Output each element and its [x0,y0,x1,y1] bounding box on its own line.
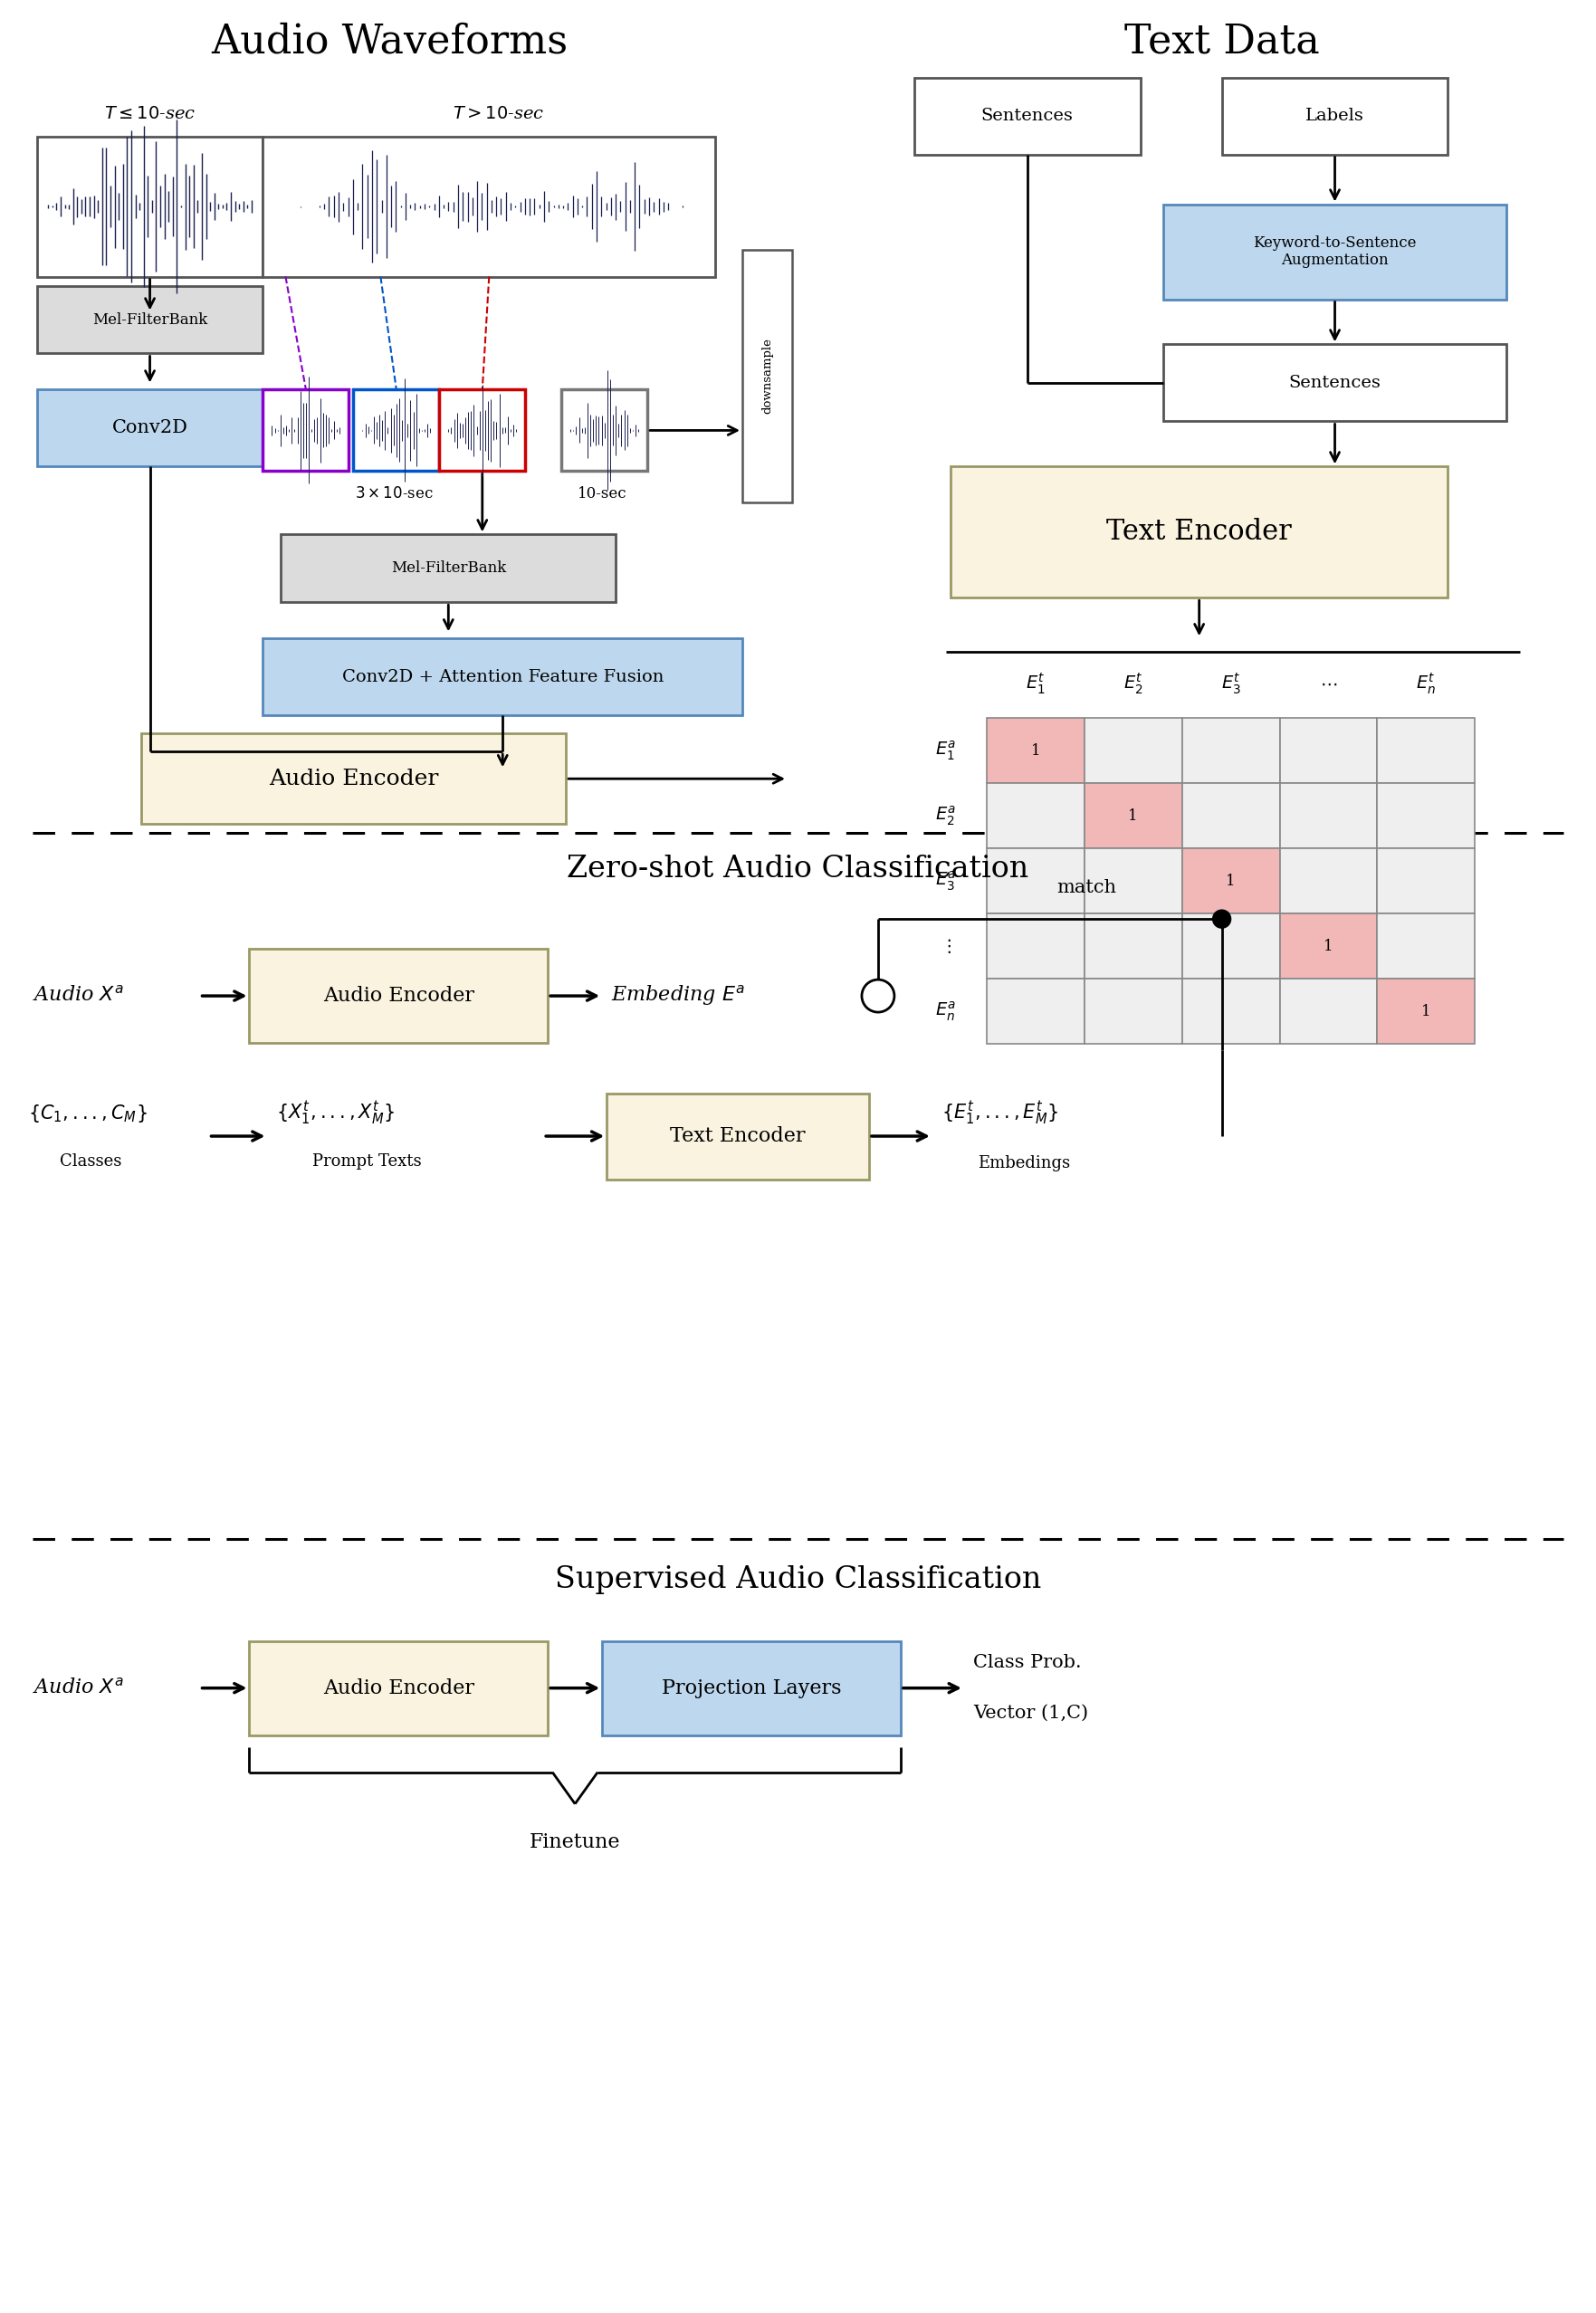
Bar [1377,784,1475,849]
Text: $E_2^a$: $E_2^a$ [935,805,956,828]
Text: Audio Encoder: Audio Encoder [322,1679,474,1698]
Text: 1: 1 [1031,742,1041,759]
Text: $E_1^t$: $E_1^t$ [1026,671,1045,696]
Bar [1183,784,1280,849]
Text: Keyword-to-Sentence
Augmentation: Keyword-to-Sentence Augmentation [1253,236,1417,268]
Text: Sentences: Sentences [1288,375,1381,391]
Bar [606,1094,868,1180]
Bar [1280,914,1377,978]
Circle shape [1213,909,1231,928]
Bar [263,389,350,472]
Text: $E_3^t$: $E_3^t$ [1221,671,1240,696]
Bar [562,389,648,472]
Text: $E_2^t$: $E_2^t$ [1124,671,1143,696]
Text: Conv2D + Attention Feature Fusion: Conv2D + Attention Feature Fusion [342,668,664,685]
Text: Supervised Audio Classification: Supervised Audio Classification [555,1566,1041,1594]
Text: $T \leq 10$-sec: $T \leq 10$-sec [104,106,196,123]
Text: Mel-FilterBank: Mel-FilterBank [391,560,506,576]
Text: $\{E_1^t,...,E_M^t\}$: $\{E_1^t,...,E_M^t\}$ [942,1099,1058,1126]
Text: $\{X_1^t,...,X_M^t\}$: $\{X_1^t,...,X_M^t\}$ [276,1099,396,1126]
Text: Classes: Classes [59,1154,121,1170]
Bar [263,638,742,715]
Text: Audio $X^a$: Audio $X^a$ [32,985,124,1006]
Bar [1183,849,1280,914]
Bar [1183,978,1280,1043]
Text: 1: 1 [1323,939,1333,953]
Bar [986,849,1084,914]
Bar [37,284,263,354]
Text: Vector (1,C): Vector (1,C) [974,1705,1088,1721]
Text: 1: 1 [1422,1004,1432,1020]
Bar [281,534,616,601]
Text: $E_n^a$: $E_n^a$ [935,999,956,1022]
Bar [1084,914,1183,978]
Bar [1377,914,1475,978]
Text: Audio Encoder: Audio Encoder [322,985,474,1006]
Text: $\vdots$: $\vdots$ [940,937,951,955]
Bar [1084,849,1183,914]
Bar [1280,717,1377,784]
Bar [1280,978,1377,1043]
Text: Mel-FilterBank: Mel-FilterBank [93,312,207,326]
Bar [1084,784,1183,849]
Text: match: match [1057,879,1116,895]
Bar [439,389,525,472]
Bar [353,389,439,472]
Text: $E_1^a$: $E_1^a$ [935,740,956,763]
Bar [742,250,792,502]
Text: Projection Layers: Projection Layers [662,1679,841,1698]
Bar [140,733,567,823]
Bar [263,136,715,278]
Text: Conv2D: Conv2D [112,419,188,437]
Text: Audio Encoder: Audio Encoder [268,768,439,789]
Bar [951,467,1448,597]
Text: Sentences: Sentences [982,109,1074,125]
Text: downsample: downsample [761,338,772,414]
Bar [1163,345,1507,421]
Bar [249,1640,547,1735]
Text: Embedings: Embedings [978,1154,1069,1170]
Text: $E_3^a$: $E_3^a$ [935,870,956,893]
Text: Text Encoder: Text Encoder [670,1126,806,1147]
Text: Prompt Texts: Prompt Texts [313,1154,421,1170]
Bar [1183,914,1280,978]
Text: Zero-shot Audio Classification: Zero-shot Audio Classification [567,856,1029,884]
Bar [915,79,1141,155]
Bar [1084,717,1183,784]
Bar [602,1640,900,1735]
Text: Text Encoder: Text Encoder [1106,518,1291,546]
Bar [1223,79,1448,155]
Bar [37,136,263,278]
Text: Class Prob.: Class Prob. [974,1654,1082,1672]
Text: Audio $X^a$: Audio $X^a$ [32,1679,124,1698]
Text: $T > 10$-sec: $T > 10$-sec [452,106,544,123]
Bar [1377,717,1475,784]
Text: $3 \times 10$-sec: $3 \times 10$-sec [354,486,434,502]
Text: Labels: Labels [1306,109,1365,125]
Bar [1084,978,1183,1043]
Text: $\cdots$: $\cdots$ [1320,675,1337,692]
Bar [1280,849,1377,914]
Text: Audio Waveforms: Audio Waveforms [211,21,568,60]
Text: Finetune: Finetune [530,1832,621,1853]
Bar [249,948,547,1043]
Text: $\{C_1,...,C_M\}$: $\{C_1,...,C_M\}$ [27,1103,147,1124]
Bar [986,978,1084,1043]
Text: 1: 1 [1128,807,1138,823]
Bar [1377,849,1475,914]
Bar [1280,784,1377,849]
Bar [986,784,1084,849]
Bar [1163,204,1507,298]
Text: Text Data: Text Data [1124,21,1320,60]
Bar [37,389,263,467]
Bar [986,914,1084,978]
Bar [986,717,1084,784]
Text: 1: 1 [1226,874,1235,888]
Text: $E_n^t$: $E_n^t$ [1416,671,1436,696]
Circle shape [862,981,894,1013]
Bar [1377,978,1475,1043]
Text: 10-sec: 10-sec [578,486,627,502]
Text: Embeding $E^a$: Embeding $E^a$ [611,983,745,1008]
Bar [1183,717,1280,784]
